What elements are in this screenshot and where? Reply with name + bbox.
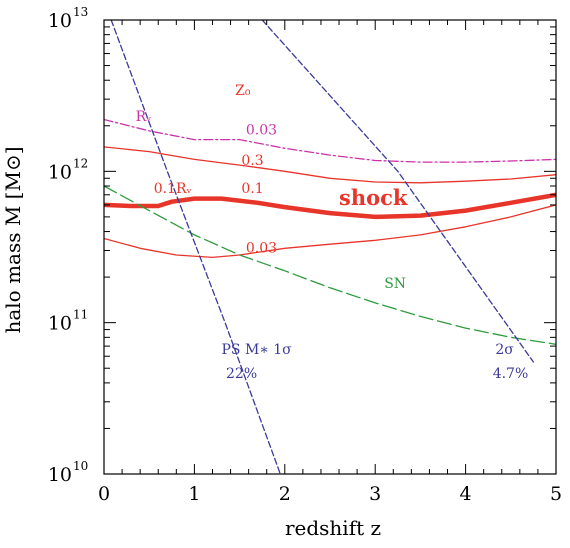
x-axis-title: redshift z [285,516,381,540]
annotation-pct47: 4.7% [493,366,529,382]
annotation-ps: PS M∗ 1σ [222,342,293,358]
annotation-rv01: 0.1Rᵥ [154,181,192,197]
x-tick-label: 5 [550,483,562,505]
chart-curves [104,20,556,474]
series-sn [104,185,556,345]
annotation-shock: shock [339,185,408,210]
y-tick-label-base: 10 [48,161,72,183]
x-tick-label: 4 [460,483,472,505]
series-shock [104,192,556,220]
chart-annotations: Z₀ Rᵥ 0.03 0.3 0.1Rᵥ 0.1 shock 0.03 SN PS M∗ 1σ 22… [136,83,529,382]
y-tick-label-base: 10 [48,10,72,32]
annotation-rv: Rᵥ [136,109,152,125]
annotation-shock-val: 0.1 [241,181,263,197]
y-tick-label-base: 10 [48,464,72,486]
annotation-z0-header: Z₀ [235,83,251,99]
y-tick-label-exponent: 11 [73,308,88,322]
x-tick-label: 0 [98,483,110,505]
x-tick-label: 2 [279,483,291,505]
series-z0-003 [104,204,556,259]
annotation-z0-03-val: 0.3 [241,153,263,169]
y-axis-title: halo mass M [M⊙] [1,146,25,333]
series-z0-03 [104,146,556,184]
y-tick-label-exponent: 10 [73,459,88,473]
plot-frame [103,19,557,475]
annotation-two-sigma: 2σ [495,342,514,358]
annotation-pct22: 22% [226,366,257,382]
series-ps-2sigma [261,20,535,363]
series-rv-003 [104,118,556,163]
series-ps-1sigma [110,20,281,474]
y-tick-label-exponent: 12 [73,156,88,170]
x-tick-label: 1 [188,483,200,505]
x-tick-label: 3 [369,483,381,505]
annotation-z0-003-val: 0.03 [246,241,277,257]
y-tick-label-base: 10 [48,313,72,335]
annotation-sn: SN [384,276,406,292]
y-tick-label-exponent: 13 [73,5,88,19]
annotation-rv-val: 0.03 [246,123,277,139]
